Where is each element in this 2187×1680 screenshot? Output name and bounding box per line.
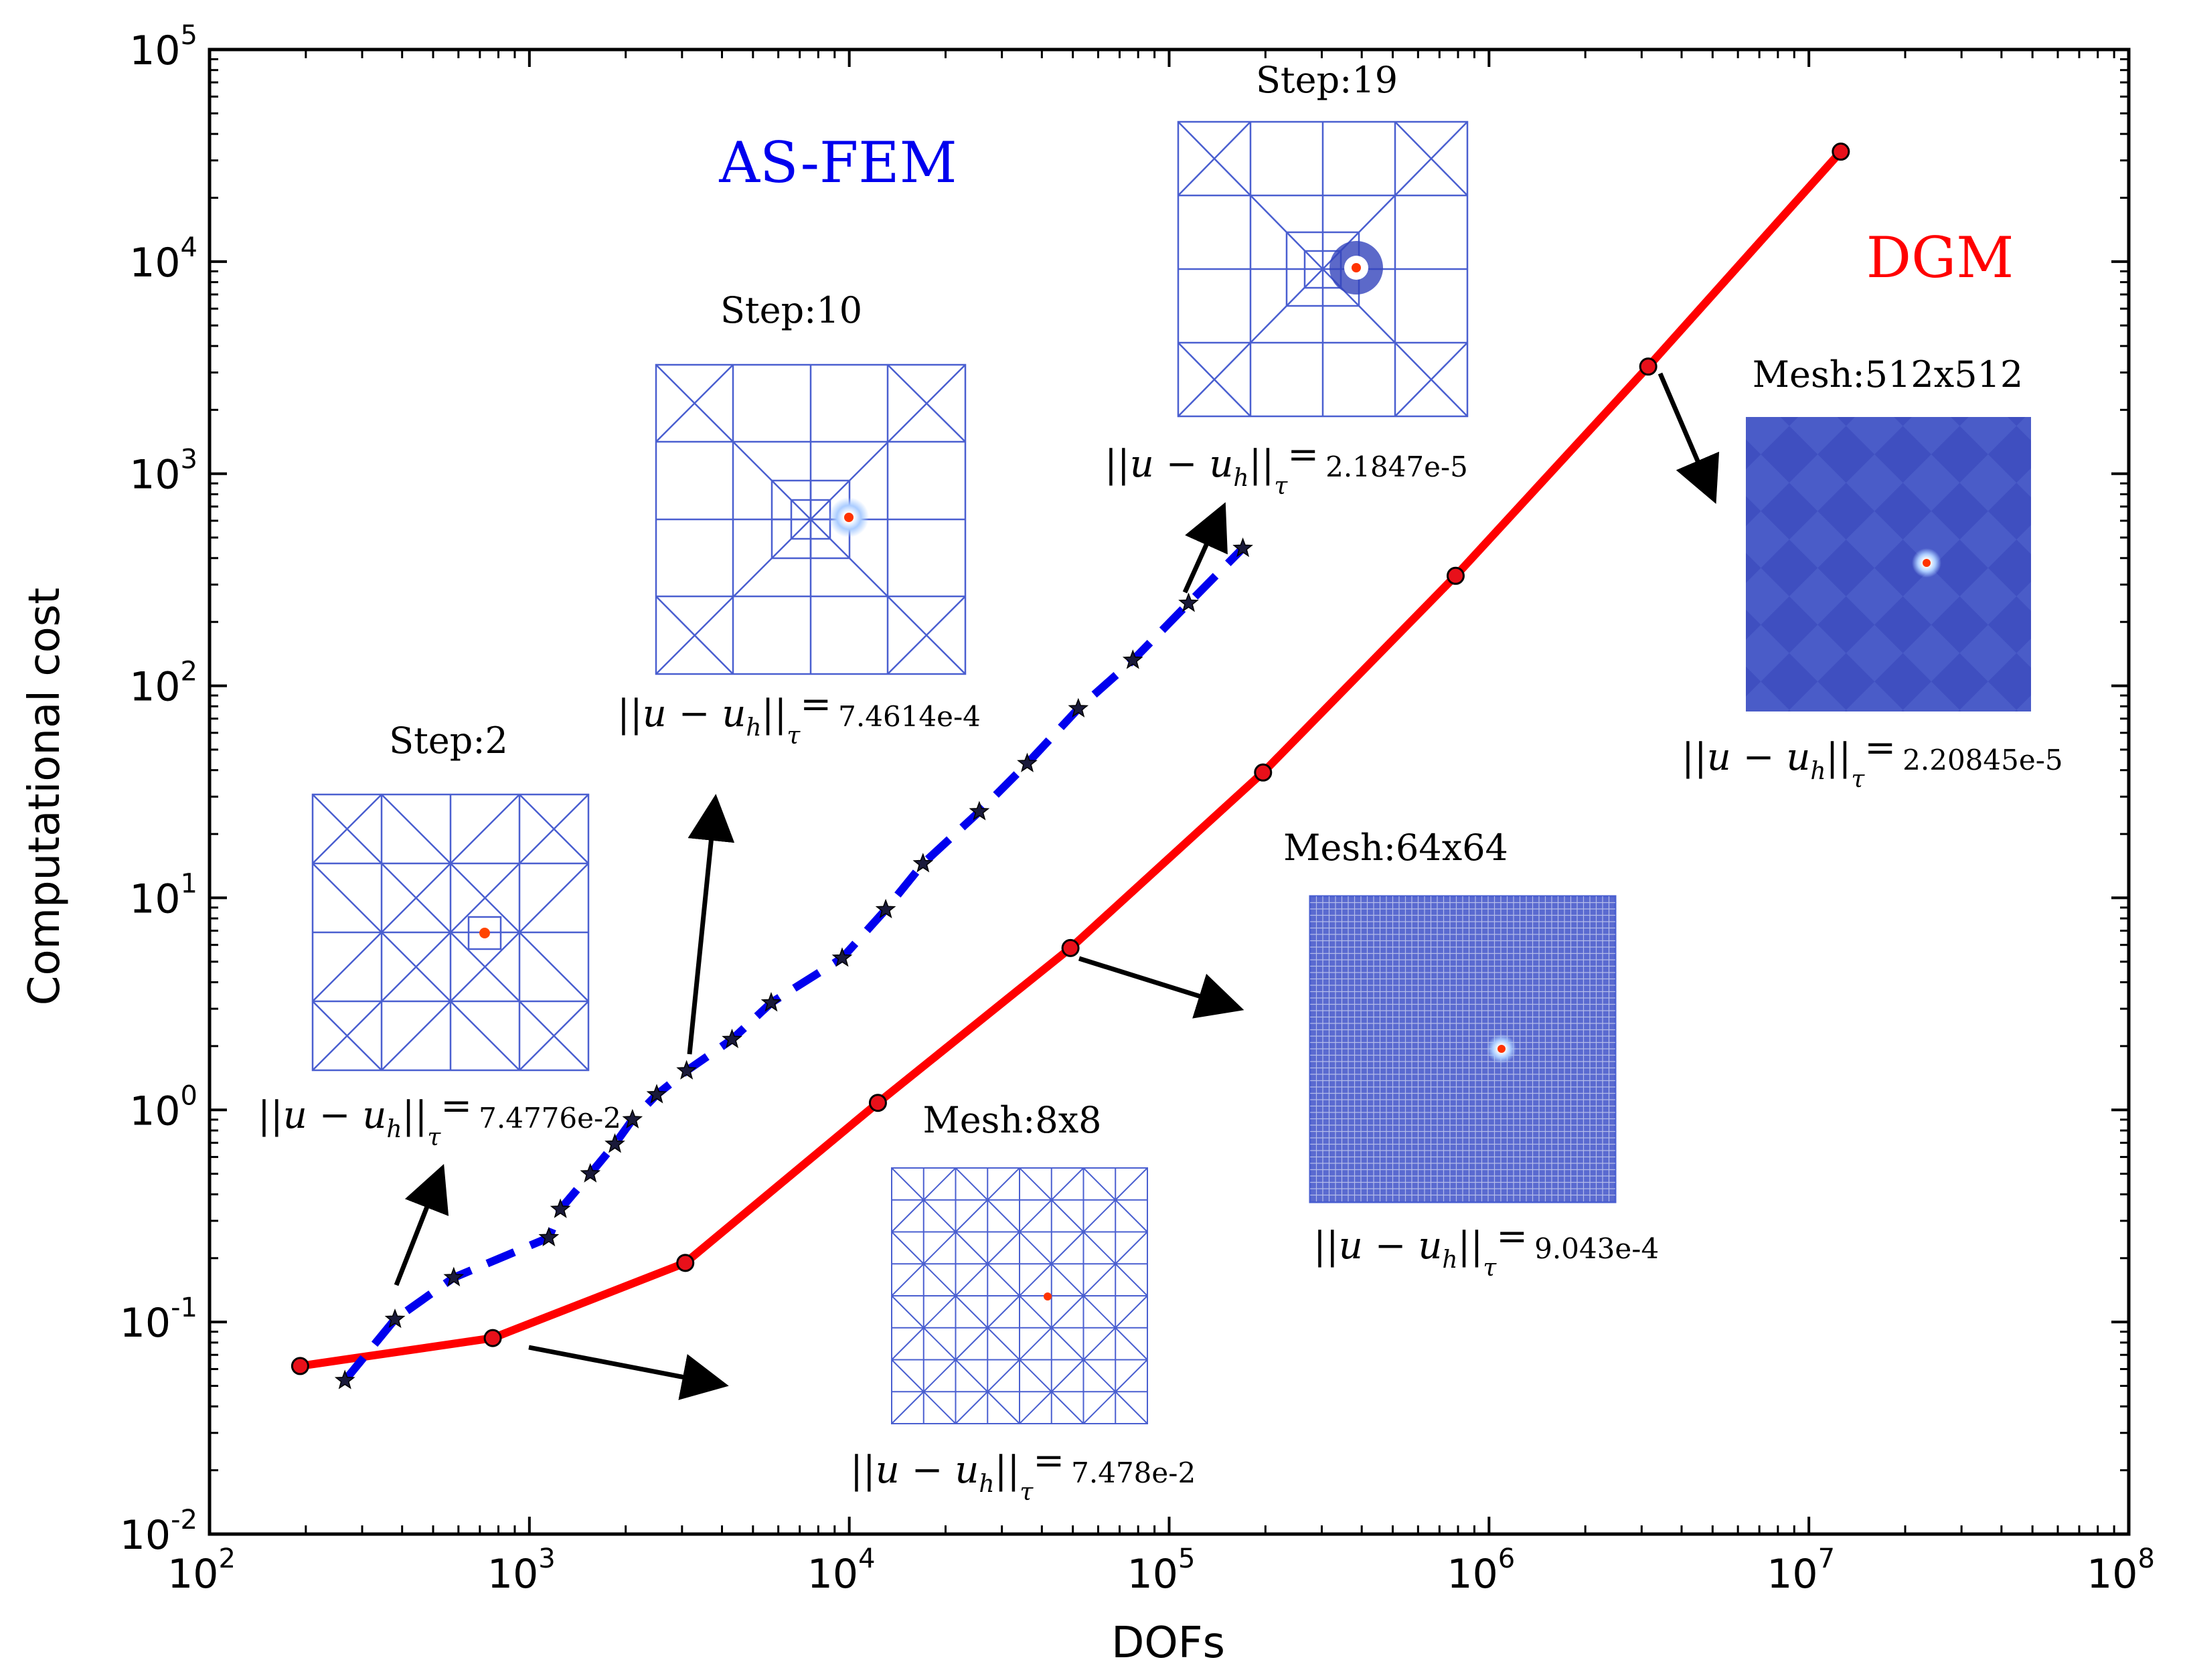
y-tick-label: 102 bbox=[129, 657, 197, 711]
asfem-point bbox=[1178, 592, 1199, 612]
dgm-point bbox=[868, 1094, 887, 1112]
asfem-point bbox=[334, 1369, 355, 1390]
dgm-series-label: DGM bbox=[1866, 225, 2014, 290]
dgm-point bbox=[1061, 938, 1080, 957]
x-tick-label: 107 bbox=[1767, 1543, 1835, 1598]
x-tick-label: 106 bbox=[1447, 1543, 1515, 1598]
asfem-point bbox=[760, 992, 782, 1012]
asfem-point bbox=[722, 1028, 742, 1049]
y-tick-label: 101 bbox=[129, 868, 197, 922]
y-tick-label: 10-2 bbox=[120, 1505, 197, 1559]
asfem-point bbox=[912, 853, 934, 873]
asfem-point bbox=[538, 1226, 560, 1247]
dgm-point bbox=[291, 1357, 309, 1375]
x-tick-label: 105 bbox=[1127, 1543, 1196, 1598]
norm-label-mesh64: ||u − uh||τ= 9.043e-4 bbox=[1313, 1215, 1659, 1282]
svg-text:||u − uh||τ=9.043e-4: ||u − uh||τ= 9.043e-4 bbox=[1313, 1215, 1659, 1282]
dgm-point bbox=[1832, 143, 1850, 161]
dgm-point bbox=[483, 1329, 502, 1347]
norm-label-step2: ||u − uh||τ= 7.4776e-2 bbox=[258, 1084, 621, 1151]
asfem-point bbox=[443, 1266, 465, 1286]
inset-title: Step:2 bbox=[389, 720, 508, 762]
inset-title: Mesh:8x8 bbox=[922, 1099, 1101, 1141]
asfem-point bbox=[676, 1060, 697, 1080]
arrow-mesh8 bbox=[528, 1345, 729, 1400]
mesh-image bbox=[1746, 417, 2031, 711]
arrow-step2 bbox=[394, 1163, 449, 1286]
plot-frame bbox=[208, 48, 2131, 1536]
svg-text:||u − uh||τ=7.4776e-2: ||u − uh||τ= 7.4776e-2 bbox=[258, 1084, 621, 1151]
inset-mesh512: Mesh:512x512 bbox=[1746, 353, 2031, 711]
y-tick-label: 104 bbox=[129, 232, 197, 286]
asfem-point bbox=[1068, 697, 1089, 718]
svg-text:||u − uh||τ=7.4614e-4: ||u − uh||τ= 7.4614e-4 bbox=[617, 683, 981, 750]
axis-ticks bbox=[208, 48, 2130, 1535]
svg-text:||u − uh||τ=2.1847e-5: ||u − uh||τ= 2.1847e-5 bbox=[1105, 433, 1468, 500]
x-axis-title: DOFs bbox=[1111, 1618, 1225, 1668]
asfem-point bbox=[831, 947, 853, 967]
dgm-markers bbox=[291, 143, 1850, 1375]
solution-spot bbox=[1044, 1292, 1052, 1300]
mesh-image bbox=[655, 363, 967, 675]
mesh-grid bbox=[1310, 896, 1615, 1201]
svg-text:||u − uh||τ=2.20845e-5: ||u − uh||τ= 2.20845e-5 bbox=[1682, 726, 2063, 793]
asfem-markers bbox=[334, 537, 1253, 1390]
asfem-point bbox=[1122, 649, 1143, 669]
solution-spot bbox=[479, 928, 490, 938]
inset-mesh8: Mesh:8x8 bbox=[891, 1099, 1148, 1424]
x-tick-label: 102 bbox=[167, 1543, 236, 1598]
asfem-point bbox=[580, 1163, 601, 1183]
arrow-step10 bbox=[687, 794, 735, 1055]
y-tick-label: 105 bbox=[129, 20, 197, 74]
x-tick-label: 103 bbox=[487, 1543, 556, 1598]
asfem-series-label: AS-FEM bbox=[718, 130, 957, 195]
annotation-arrows bbox=[394, 372, 1720, 1400]
asfem-point bbox=[1017, 752, 1038, 772]
x-tick-label: 104 bbox=[807, 1543, 876, 1598]
arrow-step19 bbox=[1182, 502, 1228, 594]
y-tick-label: 100 bbox=[129, 1080, 197, 1135]
norm-label-mesh8: ||u − uh||τ= 7.478e-2 bbox=[850, 1439, 1196, 1506]
inset-title: Mesh:64x64 bbox=[1283, 827, 1508, 869]
norm-label-step10: ||u − uh||τ= 7.4614e-4 bbox=[617, 683, 981, 750]
norm-label-step19: ||u − uh||τ= 2.1847e-5 bbox=[1105, 433, 1468, 500]
inset-step2: Step:2 bbox=[311, 720, 590, 1072]
asfem-point bbox=[384, 1308, 406, 1329]
asfem-point bbox=[646, 1084, 667, 1104]
y-tick-labels: 10-2 10-1 100 101 102 103 104 105 bbox=[120, 20, 197, 1559]
x-tick-label: 108 bbox=[2087, 1543, 2155, 1598]
dgm-point bbox=[676, 1254, 695, 1272]
inset-mesh64: Mesh:64x64 bbox=[1283, 827, 1617, 1203]
dgm-point bbox=[1639, 357, 1657, 376]
mesh-image bbox=[891, 1167, 1148, 1424]
mesh-image bbox=[1177, 120, 1469, 418]
mesh-image bbox=[311, 793, 590, 1072]
y-tick-label: 10-1 bbox=[120, 1292, 197, 1347]
norm-label-mesh512: ||u − uh||τ= 2.20845e-5 bbox=[1682, 726, 2063, 793]
inset-title: Step:10 bbox=[720, 289, 862, 331]
arrow-mesh64 bbox=[1078, 956, 1244, 1019]
dgm-point bbox=[1254, 763, 1273, 782]
dgm-point bbox=[1446, 566, 1465, 585]
asfem-point bbox=[604, 1133, 625, 1153]
asfem-point bbox=[550, 1198, 571, 1218]
inset-title: Mesh:512x512 bbox=[1753, 353, 2024, 396]
asfem-point bbox=[1232, 537, 1253, 558]
asfem-point bbox=[622, 1108, 643, 1128]
inset-step19: Step:19 bbox=[1177, 59, 1469, 418]
inset-step10: Step:10 bbox=[655, 289, 967, 675]
arrow-mesh512 bbox=[1657, 372, 1720, 504]
inset-title: Step:19 bbox=[1256, 59, 1398, 101]
asfem-point bbox=[875, 898, 896, 919]
x-tick-labels: 102 103 104 105 106 107 108 bbox=[167, 1543, 2155, 1598]
svg-text:||u − uh||τ=7.478e-2: ||u − uh||τ= 7.478e-2 bbox=[850, 1439, 1196, 1506]
y-tick-label: 103 bbox=[129, 444, 197, 499]
y-axis-title: Computational cost bbox=[20, 588, 70, 1005]
asfem-point bbox=[969, 801, 990, 821]
